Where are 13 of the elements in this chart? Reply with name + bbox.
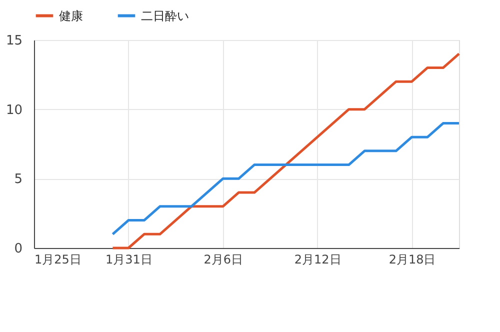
y-tick-label: 5 <box>14 172 22 188</box>
x-tick-label: 1月31日 <box>105 252 152 266</box>
legend-label: 健康 <box>59 8 83 23</box>
y-tick-label: 0 <box>14 242 22 256</box>
y-tick-label: 10 <box>6 102 22 118</box>
x-tick-label: 1月25日 <box>34 252 82 266</box>
x-tick-label: 2月18日 <box>388 252 436 266</box>
legend-label: 二日酔い <box>141 8 189 23</box>
y-tick-label: 15 <box>6 34 22 48</box>
x-tick-label: 2月12日 <box>294 252 342 266</box>
line-series <box>111 122 460 236</box>
x-tick-label: 2月6日 <box>204 252 244 266</box>
line-series <box>111 52 460 250</box>
